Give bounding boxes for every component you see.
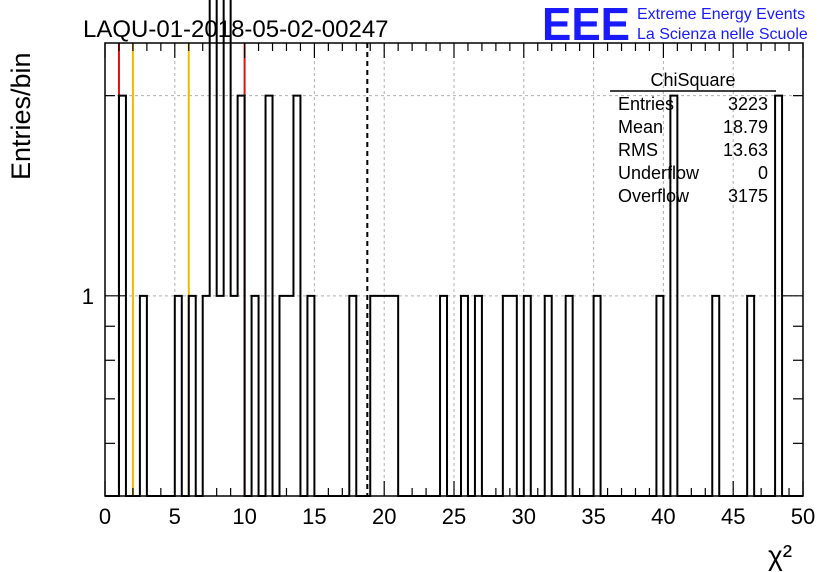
x-tick-label: 45 — [721, 504, 745, 529]
stats-row-value: 0 — [758, 163, 768, 183]
x-axis-label: χ² — [768, 540, 792, 571]
x-tick-label: 20 — [372, 504, 396, 529]
stats-row-label: Overflow — [618, 186, 690, 206]
x-tick-label: 15 — [302, 504, 326, 529]
y-tick-labels: 1 — [82, 284, 94, 309]
y-axis-label: Entries/bin — [6, 52, 36, 180]
axes — [104, 42, 804, 497]
stats-row-value: 13.63 — [723, 140, 768, 160]
eee-logo: EEE Extreme Energy Events La Scienza nel… — [542, 0, 808, 50]
stats-row-label: Entries — [618, 94, 674, 114]
y-tick-label: 1 — [82, 284, 94, 309]
x-tick-label: 0 — [99, 504, 111, 529]
stats-row-label: RMS — [618, 140, 658, 160]
x-tick-label: 10 — [232, 504, 256, 529]
stats-row-value: 3223 — [728, 94, 768, 114]
stats-title: ChiSquare — [650, 70, 735, 90]
x-tick-label: 50 — [791, 504, 815, 529]
stats-rows: Entries 3223 Mean 18.79 RMS 13.63 Underflow 0 Ov… — [618, 94, 768, 206]
stats-row-value: 18.79 — [723, 117, 768, 137]
x-tick-label: 30 — [512, 504, 536, 529]
stats-row-value: 3175 — [728, 186, 768, 206]
stats-row-label: Underflow — [618, 163, 700, 183]
x-tick-labels: 0 5 10 15 20 25 30 35 40 45 50 — [99, 504, 815, 529]
eee-logo-letters: EEE — [542, 0, 630, 50]
stats-row-label: Mean — [618, 117, 663, 137]
x-tick-label: 40 — [651, 504, 675, 529]
x-tick-label: 25 — [442, 504, 466, 529]
run-title: LAQU-01-2018-05-02-00247 — [83, 16, 389, 43]
eee-logo-line2: La Scienza nelle Scuole — [637, 26, 808, 43]
eee-logo-line1: Extreme Energy Events — [637, 6, 805, 23]
x-tick-label: 5 — [169, 504, 181, 529]
histogram-outline — [105, 0, 803, 497]
x-tick-label: 35 — [581, 504, 605, 529]
stats-box: ChiSquare Entries 3223 Mean 18.79 RMS 13.63 Un… — [610, 70, 776, 206]
